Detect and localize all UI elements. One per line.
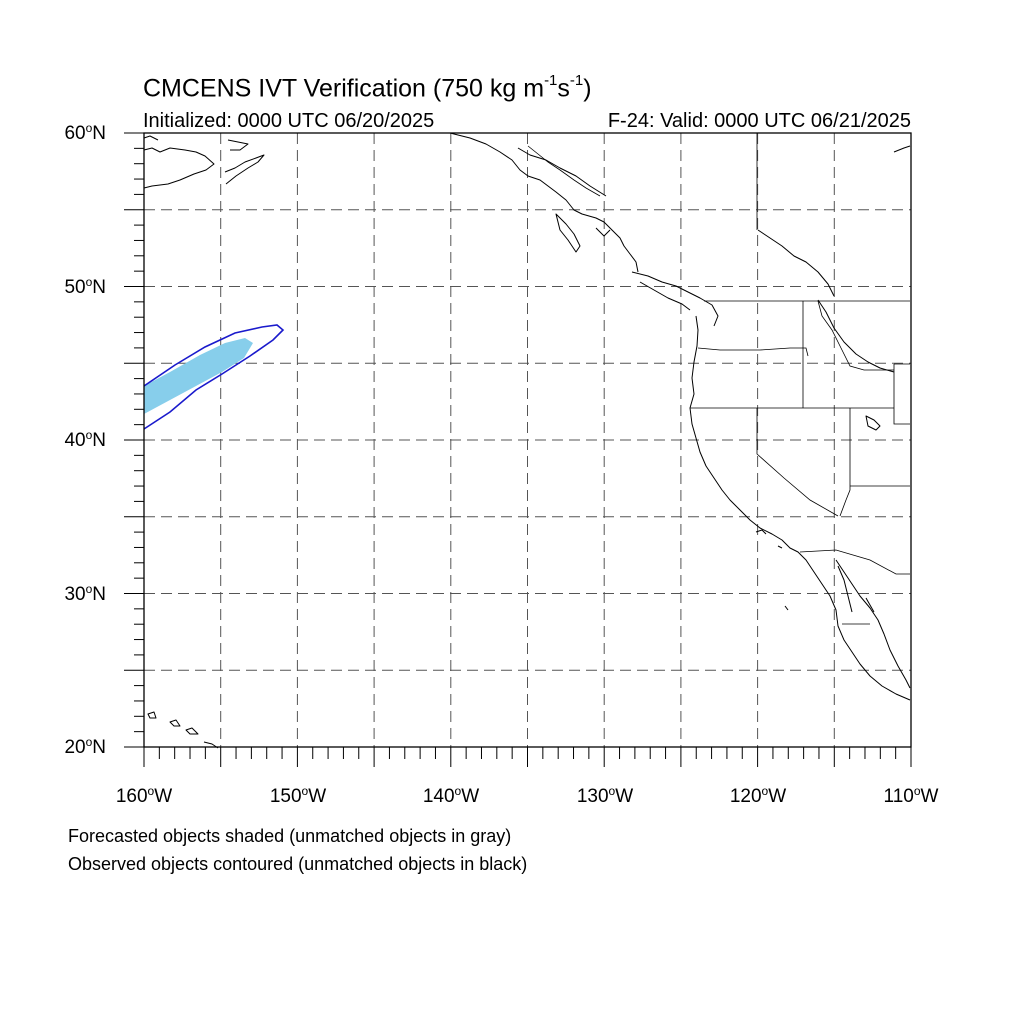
political-boundaries bbox=[527, 133, 910, 625]
graticule-grid bbox=[144, 133, 911, 747]
legend-observed-note: Observed objects contoured (unmatched ob… bbox=[68, 854, 528, 874]
lat-label-20: 20oN bbox=[64, 735, 106, 758]
lon-label-120w: 120oW bbox=[729, 784, 787, 807]
lat-label-30: 30oN bbox=[64, 582, 106, 605]
lon-label-150w: 150oW bbox=[269, 784, 327, 807]
lat-label-60: 60oN bbox=[64, 121, 106, 144]
axis-ticks bbox=[124, 132, 912, 767]
lon-label-160w: 160oW bbox=[115, 784, 173, 807]
valid-time-label: F-24: Valid: 0000 UTC 06/21/2025 bbox=[607, 110, 911, 132]
map-frame bbox=[143, 132, 912, 748]
forecast-object-shading bbox=[144, 338, 253, 414]
coastlines bbox=[143, 132, 911, 749]
lat-label-40: 40oN bbox=[64, 428, 106, 451]
lon-label-110w: 110oW bbox=[883, 784, 939, 807]
observed-object-contour bbox=[143, 324, 285, 430]
initialized-label: Initialized: 0000 UTC 06/20/2025 bbox=[143, 110, 435, 132]
lat-label-50: 50oN bbox=[64, 275, 106, 298]
map-title: CMCENS IVT Verification (750 kg m-1s-1) bbox=[143, 72, 592, 103]
legend-forecast-note: Forecasted objects shaded (unmatched obj… bbox=[68, 826, 512, 846]
lon-label-140w: 140oW bbox=[422, 784, 480, 807]
lon-label-130w: 130oW bbox=[576, 784, 634, 807]
